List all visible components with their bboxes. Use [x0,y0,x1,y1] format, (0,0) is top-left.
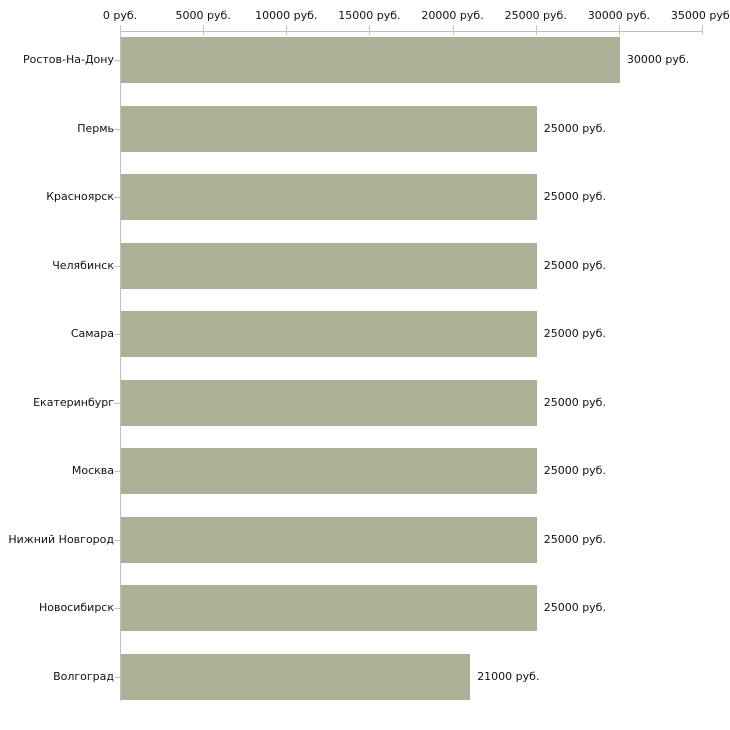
x-axis-tick-label: 30000 руб. [587,9,650,22]
category-label: Челябинск [52,258,114,272]
x-axis-tick-label: 15000 руб. [338,9,401,22]
x-axis-tick [369,25,371,35]
x-axis-line [120,31,702,32]
bar [121,379,537,426]
value-label: 25000 руб. [543,327,606,340]
category-tick [114,197,120,198]
category-tick [114,265,120,267]
category-tick [114,608,120,609]
x-axis-tick [702,25,703,35]
category-label: Нижний Новгород [8,532,114,546]
category-label: Москва [71,464,114,477]
x-axis-tick [286,25,288,35]
category-tick [114,539,120,541]
value-label: 25000 руб. [543,464,606,477]
category-tick [114,334,120,335]
x-axis-tick-label: 10000 руб. [255,9,318,22]
value-label: 25000 руб. [543,532,606,546]
category-label: Ростов-На-Дону [22,53,114,66]
category-label: Красноярск [46,190,114,203]
bar [121,242,537,289]
bar [121,516,537,563]
x-axis-tick [452,25,454,35]
value-label: 25000 руб. [543,121,606,135]
category-tick [114,676,120,678]
x-axis-tick [535,25,537,35]
bar [121,174,537,220]
category-tick [114,128,120,130]
value-label: 25000 руб. [543,601,606,614]
category-label: Волгоград [53,669,114,683]
x-axis-tick-label: 20000 руб. [421,9,484,22]
category-tick [114,402,120,404]
bar [121,37,620,83]
category-tick [114,471,120,472]
bar [121,311,537,357]
x-axis-tick-label: 0 руб. [102,9,138,22]
value-label: 25000 руб. [543,258,606,272]
category-label: Екатеринбург [33,395,114,409]
bar [121,585,537,631]
bar [121,448,537,494]
x-axis-tick-label: 5000 руб. [175,9,231,22]
x-axis-tick [203,25,205,35]
bar [121,105,537,152]
x-axis-tick [618,25,620,35]
x-axis-tick-label: 35000 руб. [670,9,730,22]
bar [121,653,471,700]
value-label: 25000 руб. [543,190,606,203]
y-axis-line [120,31,121,701]
x-axis-tick [120,25,121,35]
value-label: 30000 руб. [626,53,690,66]
category-tick [114,60,120,61]
category-label: Самара [70,327,114,340]
category-label: Новосибирск [38,601,114,614]
value-label: 21000 руб. [477,669,540,683]
x-axis-tick-label: 25000 руб. [504,9,567,22]
value-label: 25000 руб. [543,395,606,409]
category-label: Пермь [77,121,114,135]
